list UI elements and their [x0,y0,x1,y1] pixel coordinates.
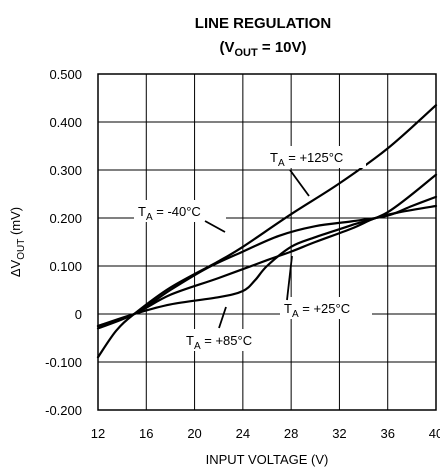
leader-125 [289,169,310,197]
plot-frame [97,73,437,411]
curve-ta-25 [96,195,438,330]
y-tick-label-2: 0.300 [49,163,82,178]
annotation-bg-125 [266,146,366,168]
y-tick-label-5: 0 [75,307,82,322]
y-tick-label-6: -0.100 [45,355,82,370]
leader-m40 [204,220,226,233]
y-tick-label-3: 0.200 [49,211,82,226]
series-curves [96,104,438,359]
y-tick-label-7: -0.200 [45,403,82,418]
x-tick-label-1: 16 [139,426,153,441]
curve-ta-85 [96,173,438,328]
annotation-bg-85 [182,329,270,351]
x-tick-label-4: 28 [284,426,298,441]
annotation-ta-m40: TA = -40°C [138,204,201,223]
y-tick-label-0: 0.500 [49,67,82,82]
x-tick-label-6: 36 [380,426,394,441]
x-tick-label-0: 12 [91,426,105,441]
chart-title: LINE REGULATION [195,15,331,32]
annotation-ta-125: TA = +125°C [270,150,343,169]
leader-85 [218,306,227,329]
annotation-ta-25: TA = +25°C [284,301,350,320]
annotation-ta-85: TA = +85°C [186,333,252,352]
chart-subtitle: (VOUT = 10V) [219,39,306,59]
x-axis-label: INPUT VOLTAGE (V) [206,452,329,467]
leader-25 [286,255,293,301]
grid-lines [97,73,437,411]
annotation-bg-25 [280,297,372,319]
x-tick-label-3: 24 [236,426,250,441]
curve-ta-125 [96,104,438,359]
y-tick-labels: 0.500 0.400 0.300 0.200 0.100 0 -0.100 -0.200 [45,67,82,418]
y-axis-label: ΔVOUT (mV) [8,207,27,277]
y-tick-label-1: 0.400 [49,115,82,130]
x-tick-label-7: 40 [429,426,440,441]
annotation-bg-m40 [134,200,226,222]
x-tick-labels: 12 16 20 24 28 32 36 40 [91,426,440,441]
x-tick-label-5: 32 [332,426,346,441]
y-tick-label-4: 0.100 [49,259,82,274]
x-tick-label-2: 20 [187,426,201,441]
